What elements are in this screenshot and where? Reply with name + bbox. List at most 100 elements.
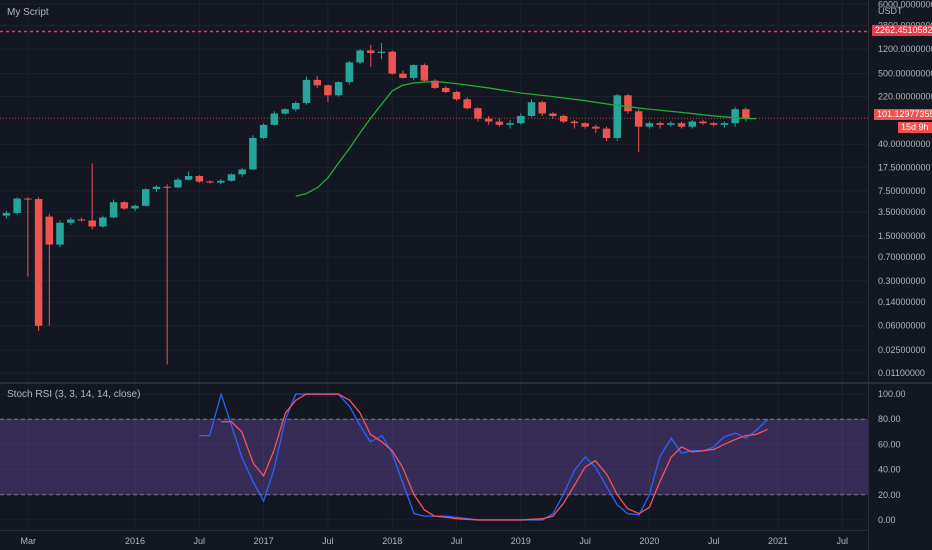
- candle-body-56: [602, 128, 611, 138]
- candle-body-18: [195, 176, 204, 182]
- candle-body-68: [731, 109, 739, 124]
- candle-body-20: [216, 180, 225, 183]
- candle-body-50: [538, 102, 546, 114]
- candle-body-26: [281, 109, 289, 114]
- candle-body-10: [109, 202, 118, 218]
- price-tick-label: 0.70000000: [878, 252, 926, 262]
- candle-body-11: [120, 202, 129, 209]
- current-price-badge: 101.12977355: [874, 109, 932, 120]
- price-tick-label: 3.50000000: [878, 207, 926, 217]
- candle-body-33: [356, 50, 364, 63]
- candle-body-55: [592, 126, 600, 129]
- rsi-tick-label: 80.00: [878, 414, 901, 424]
- time-tick-label: Jul: [322, 536, 334, 546]
- candle-body-32: [345, 62, 354, 83]
- time-tick-label: 2021: [768, 536, 788, 546]
- candle-body-31: [334, 82, 343, 96]
- price-tick-label: 1.50000000: [878, 231, 926, 241]
- candle-body-25: [270, 113, 279, 125]
- candle-body-36: [388, 51, 396, 74]
- candle-body-6: [66, 219, 75, 223]
- currency-label: USDT: [878, 6, 903, 16]
- stoch-d-line: [221, 393, 768, 521]
- candle-body-69: [742, 109, 750, 119]
- candle-body-7: [77, 219, 86, 221]
- candle-body-39: [420, 65, 429, 81]
- price-tick-label: 0.01100000: [878, 368, 925, 378]
- time-tick-label: Jul: [194, 536, 206, 546]
- candle-body-12: [131, 205, 139, 209]
- hline-price-badge: 2262.45105822: [872, 25, 932, 36]
- candle-body-44: [474, 108, 482, 119]
- candle-body-21: [227, 174, 236, 181]
- candle-body-52: [559, 115, 568, 122]
- price-tick-label: 40.00000000: [878, 139, 931, 149]
- candle-body-5: [56, 222, 64, 245]
- candle-body-57: [613, 95, 621, 138]
- candle-body-48: [517, 115, 525, 124]
- price-tick-label: 1200.00000000: [878, 44, 932, 54]
- price-tick-label: 0.14000000: [878, 297, 926, 307]
- candle-body-61: [656, 123, 664, 125]
- candle-body-1: [13, 198, 21, 214]
- candle-body-23: [249, 137, 257, 170]
- main-chart-title: My Script: [7, 7, 49, 18]
- price-tick-label: 500.00000000: [878, 69, 932, 79]
- candle-body-30: [324, 85, 332, 96]
- candle-body-19: [206, 181, 214, 183]
- time-tick-label: 2020: [639, 536, 659, 546]
- rsi-tick-label: 60.00: [878, 439, 901, 449]
- candle-body-14: [152, 186, 161, 190]
- candle-body-9: [99, 217, 107, 227]
- price-tick-label: 0.06000000: [878, 321, 926, 331]
- candle-body-65: [699, 121, 707, 124]
- price-tick-label: 0.02500000: [878, 345, 926, 355]
- time-tick-label: 2016: [125, 536, 145, 546]
- price-tick-label: 17.50000000: [878, 162, 931, 172]
- time-tick-label: 2017: [254, 536, 274, 546]
- candle-body-35: [377, 51, 386, 53]
- candle-body-24: [259, 124, 268, 138]
- rsi-tick-label: 0.00: [878, 515, 896, 525]
- candle-body-3: [34, 199, 43, 326]
- candle-body-45: [484, 118, 493, 122]
- candle-body-16: [174, 179, 182, 188]
- price-tick-label: 6000.00000000: [878, 0, 932, 9]
- candle-body-63: [677, 123, 686, 127]
- candle-body-58: [624, 95, 632, 112]
- candle-body-15: [163, 186, 171, 188]
- candle-body-67: [720, 123, 729, 125]
- candle-body-40: [431, 80, 439, 88]
- candle-body-34: [367, 50, 375, 53]
- candle-body-51: [549, 113, 557, 116]
- rsi-tick-label: 40.00: [878, 465, 901, 475]
- candle-body-2: [24, 198, 32, 200]
- time-tick-label: 2018: [382, 536, 402, 546]
- candle-body-64: [688, 121, 697, 127]
- candle-body-60: [645, 123, 654, 127]
- rsi-tick-label: 100.00: [878, 389, 906, 399]
- rsi-band: [0, 419, 868, 495]
- candle-body-13: [141, 189, 150, 206]
- time-tick-label: Jul: [579, 536, 591, 546]
- countdown-badge: 15d 9h: [898, 122, 932, 133]
- price-tick-label: 0.30000000: [878, 276, 926, 286]
- candle-body-22: [238, 169, 246, 175]
- candle-body-66: [709, 123, 718, 125]
- ma-line: [295, 80, 757, 197]
- time-tick-label: Jul: [708, 536, 720, 546]
- rsi-tick-label: 20.00: [878, 490, 901, 500]
- candle-body-37: [399, 73, 407, 78]
- candle-body-59: [634, 111, 643, 127]
- candle-body-17: [184, 176, 193, 180]
- candle-body-27: [292, 102, 300, 110]
- candle-body-28: [302, 79, 311, 103]
- time-tick-label: 2019: [511, 536, 531, 546]
- candle-body-54: [581, 123, 589, 127]
- candle-body-43: [463, 99, 471, 109]
- candle-body-29: [313, 79, 321, 86]
- candle-body-8: [88, 220, 96, 227]
- candle-body-46: [495, 121, 504, 125]
- candle-body-49: [527, 102, 536, 116]
